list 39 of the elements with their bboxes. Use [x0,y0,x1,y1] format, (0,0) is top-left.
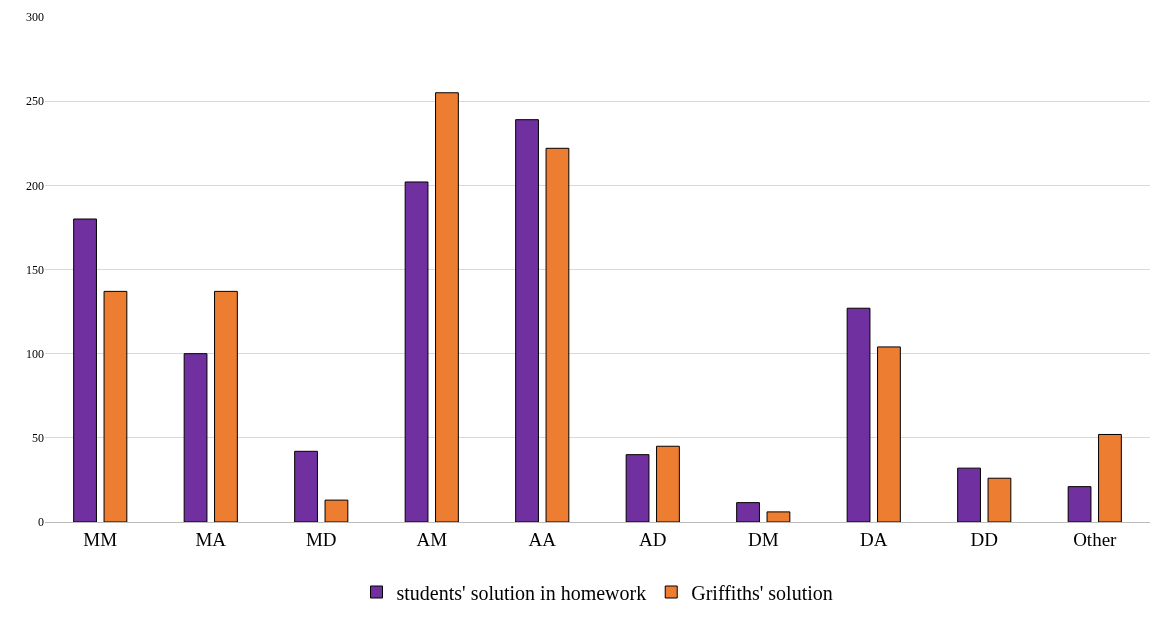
bar [846,307,871,522]
x-tick-label: Other [1073,528,1118,550]
legend-label: students' solution in homework [396,581,647,604]
bar [656,445,680,522]
x-tick-label: DM [747,528,779,550]
y-tick-label: 300 [26,10,44,25]
bar [766,511,791,522]
y-tick-label: 0 [38,515,44,530]
bar [294,450,318,522]
bar [625,454,650,522]
x-tick-label: DD [970,528,998,550]
bar [324,499,349,522]
y-tick-label: 100 [26,346,44,361]
bar [957,467,981,522]
y-tick-label: 150 [26,262,44,277]
bar [877,346,901,522]
bar [736,502,760,522]
x-tick-label: MA [195,528,227,550]
x-tick-label: AM [416,528,448,550]
x-tick-label: DA [860,528,888,550]
bar [183,353,208,522]
y-tick-label: 50 [32,431,44,446]
bar [435,92,459,522]
bar [987,477,1012,522]
x-tick-label: MM [83,528,118,550]
bar [545,147,570,522]
bar [1067,486,1092,522]
y-tick-label: 250 [26,94,44,109]
bar [1098,433,1122,522]
x-tick-label: AD [639,528,667,550]
bar [515,119,539,522]
y-tick-label: 200 [26,178,44,193]
bar [73,218,97,522]
x-tick-label: MD [305,528,337,550]
legend-label: Griffiths' solution [691,581,833,604]
bar [214,290,238,522]
bar [404,181,429,522]
x-tick-label: AA [528,528,557,550]
bar [103,290,128,522]
